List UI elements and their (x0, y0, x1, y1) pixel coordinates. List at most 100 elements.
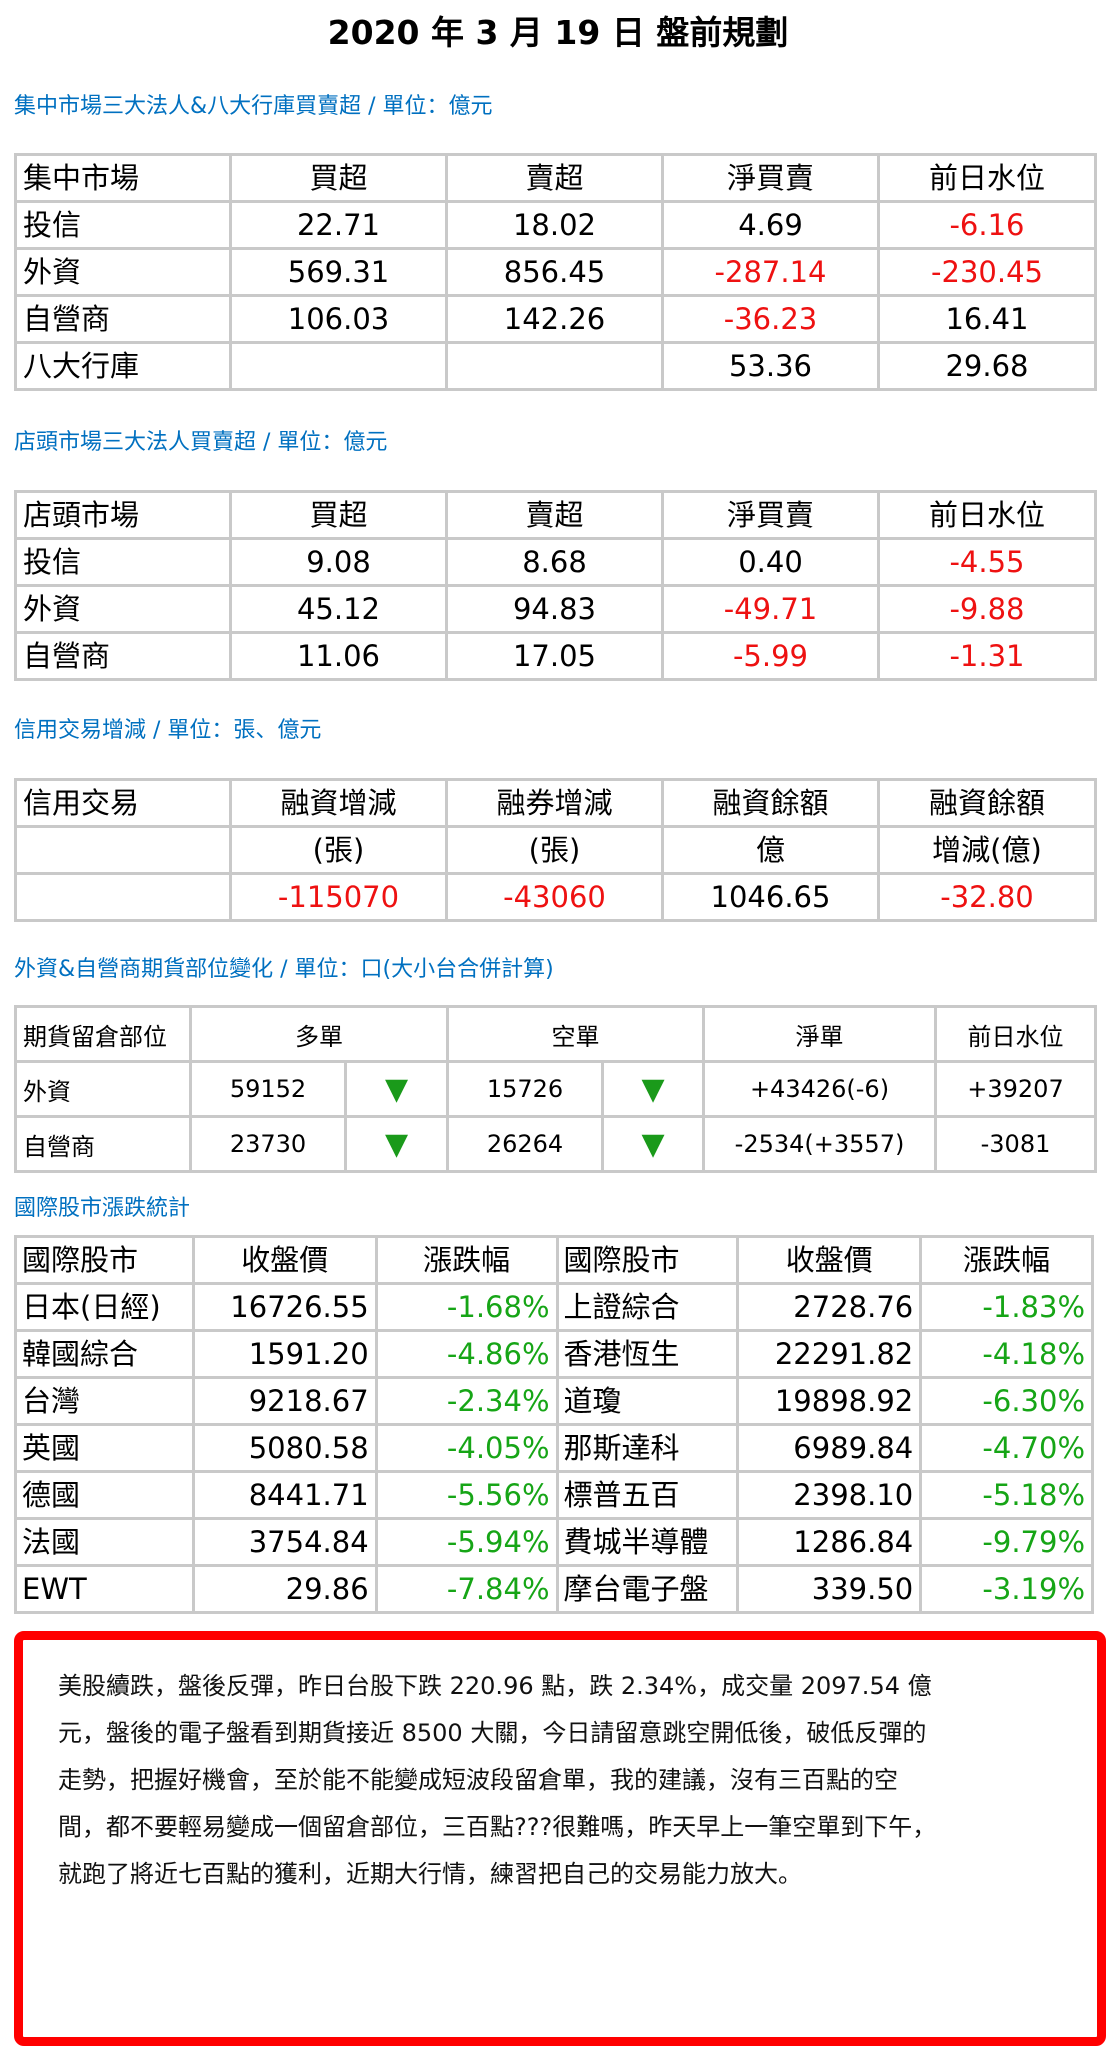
unit-cell (14, 825, 232, 875)
close-price: 8441.71 (191, 1470, 378, 1520)
table-row: 自營商 11.06 17.05 -5.99 -1.31 (14, 631, 1097, 681)
prev-cell: -230.45 (877, 247, 1097, 297)
index-name: 費城半導體 (555, 1517, 740, 1567)
buy-cell (229, 341, 448, 391)
net-cell: -287.14 (661, 247, 880, 297)
header-cell: 融券增減 (445, 778, 664, 828)
net-cell: +43426(-6) (702, 1060, 937, 1118)
close-price: 9218.67 (191, 1376, 378, 1426)
header-cell: 期貨留倉部位 (14, 1005, 192, 1063)
close-price: 29.86 (191, 1564, 378, 1614)
header-cell: 收盤價 (191, 1235, 378, 1285)
change-pct: -4.86% (374, 1329, 559, 1379)
buy-cell: 106.03 (229, 294, 448, 344)
row-label: 投信 (14, 537, 232, 587)
unit-cell: (張) (229, 825, 448, 875)
change-pct: -5.56% (374, 1470, 559, 1520)
close-price: 339.50 (736, 1564, 923, 1614)
index-name: 摩台電子盤 (555, 1564, 740, 1614)
header-cell: 前日水位 (877, 490, 1097, 540)
sell-cell: 142.26 (445, 294, 664, 344)
change-pct: -1.68% (374, 1282, 559, 1332)
margin-trading-table: 信用交易 融資增減 融券增減 融資餘額 融資餘額 (張) (張) 億 增減(億)… (14, 778, 1097, 922)
down-triangle-icon: ▼ (601, 1115, 705, 1173)
change-pct: -6.30% (919, 1376, 1094, 1426)
row-label: 投信 (14, 200, 232, 250)
index-name: 香港恆生 (555, 1329, 740, 1379)
close-price: 6989.84 (736, 1423, 923, 1473)
table-header-row: 信用交易 融資增減 融券增減 融資餘額 融資餘額 (14, 778, 1097, 828)
prev-cell: -4.55 (877, 537, 1097, 587)
margin-balance-change-cell: -32.80 (877, 872, 1097, 922)
header-cell: 漲跌幅 (919, 1235, 1094, 1285)
header-cell: 國際股市 (14, 1235, 195, 1285)
header-cell: 空單 (446, 1005, 705, 1063)
index-name: 法國 (14, 1517, 195, 1567)
table-row: 自營商 106.03 142.26 -36.23 16.41 (14, 294, 1097, 344)
header-cell: 漲跌幅 (374, 1235, 559, 1285)
header-cell: 買超 (229, 490, 448, 540)
table-row: -115070 -43060 1046.65 -32.80 (14, 872, 1097, 922)
table-header-row: 集中市場 買超 賣超 淨買賣 前日水位 (14, 153, 1097, 203)
header-cell: 賣超 (445, 153, 664, 203)
prev-cell: -6.16 (877, 200, 1097, 250)
long-cell: 23730 (189, 1115, 347, 1173)
buy-cell: 22.71 (229, 200, 448, 250)
close-price: 5080.58 (191, 1423, 378, 1473)
table-row: EWT 29.86 -7.84% 摩台電子盤 339.50 -3.19% (14, 1564, 1094, 1614)
international-markets-table: 國際股市 收盤價 漲跌幅 國際股市 收盤價 漲跌幅 日本(日經) 16726.5… (14, 1235, 1094, 1614)
index-name: 韓國綜合 (14, 1329, 195, 1379)
net-cell: -36.23 (661, 294, 880, 344)
buy-cell: 11.06 (229, 631, 448, 681)
header-cell: 收盤價 (736, 1235, 923, 1285)
header-cell: 買超 (229, 153, 448, 203)
change-pct: -7.84% (374, 1564, 559, 1614)
sell-cell: 17.05 (445, 631, 664, 681)
prev-cell: 16.41 (877, 294, 1097, 344)
header-cell: 賣超 (445, 490, 664, 540)
header-cell: 前日水位 (877, 153, 1097, 203)
long-cell: 59152 (189, 1060, 347, 1118)
close-price: 3754.84 (191, 1517, 378, 1567)
header-cell: 信用交易 (14, 778, 232, 828)
row-label: 自營商 (14, 294, 232, 344)
sell-cell: 94.83 (445, 584, 664, 634)
buy-cell: 9.08 (229, 537, 448, 587)
header-cell: 店頭市場 (14, 490, 232, 540)
index-name: EWT (14, 1564, 195, 1614)
change-pct: -4.70% (919, 1423, 1094, 1473)
close-price: 1591.20 (191, 1329, 378, 1379)
index-name: 上證綜合 (555, 1282, 740, 1332)
net-cell: 4.69 (661, 200, 880, 250)
change-pct: -9.79% (919, 1517, 1094, 1567)
close-price: 16726.55 (191, 1282, 378, 1332)
prev-cell: +39207 (934, 1060, 1097, 1118)
index-name: 台灣 (14, 1376, 195, 1426)
table-row: 自營商 23730 ▼ 26264 ▼ -2534(+3557) -3081 (14, 1115, 1097, 1173)
table-row: 韓國綜合 1591.20 -4.86% 香港恆生 22291.82 -4.18% (14, 1329, 1094, 1379)
section-heading-margin-trading: 信用交易增減 / 單位：張、億元 (14, 718, 322, 743)
index-name: 那斯達科 (555, 1423, 740, 1473)
table-row: 外資 45.12 94.83 -49.71 -9.88 (14, 584, 1097, 634)
index-name: 德國 (14, 1470, 195, 1520)
section-heading-futures-positions: 外資&自營商期貨部位變化 / 單位：口(大小台合併計算) (14, 957, 554, 982)
header-cell: 前日水位 (934, 1005, 1097, 1063)
commentary-text: 美股續跌，盤後反彈，昨日台股下跌 220.96 點，跌 2.34%，成交量 20… (58, 1672, 937, 1888)
unit-cell: 增減(億) (877, 825, 1097, 875)
prev-cell: -1.31 (877, 631, 1097, 681)
section-heading-otc-market: 店頭市場三大法人買賣超 / 單位：億元 (14, 430, 388, 455)
table-header-row: 店頭市場 買超 賣超 淨買賣 前日水位 (14, 490, 1097, 540)
table-row: 外資 59152 ▼ 15726 ▼ +43426(-6) +39207 (14, 1060, 1097, 1118)
section-heading-listed-market: 集中市場三大法人&八大行庫買賣超 / 單位：億元 (14, 94, 493, 119)
header-cell: 淨單 (702, 1005, 937, 1063)
row-label: 八大行庫 (14, 341, 232, 391)
short-cell: 26264 (446, 1115, 604, 1173)
row-label: 外資 (14, 247, 232, 297)
unit-cell: (張) (445, 825, 664, 875)
table-row: 外資 569.31 856.45 -287.14 -230.45 (14, 247, 1097, 297)
table-row: 台灣 9218.67 -2.34% 道瓊 19898.92 -6.30% (14, 1376, 1094, 1426)
close-price: 19898.92 (736, 1376, 923, 1426)
row-label: 外資 (14, 584, 232, 634)
sell-cell: 18.02 (445, 200, 664, 250)
futures-positions-table: 期貨留倉部位 多單 空單 淨單 前日水位 外資 59152 ▼ 15726 ▼ … (14, 1005, 1097, 1173)
